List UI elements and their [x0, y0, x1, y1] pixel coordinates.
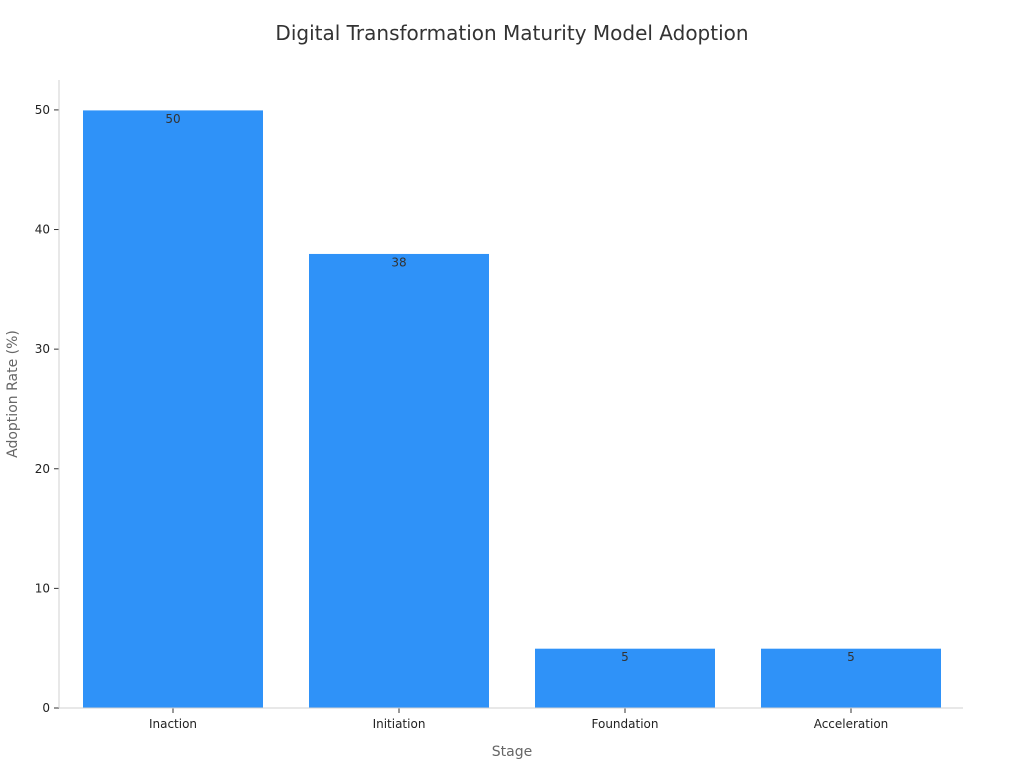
x-tick-label: Acceleration — [814, 717, 889, 731]
y-tick-label: 40 — [35, 223, 50, 237]
bar-value-label: 5 — [847, 650, 855, 664]
y-tick-label: 50 — [35, 103, 50, 117]
bar — [308, 252, 490, 709]
y-axis-label: Adoption Rate (%) — [5, 330, 21, 458]
y-tick-label: 0 — [42, 701, 50, 715]
bar-value-label: 5 — [621, 650, 629, 664]
bar — [534, 647, 716, 709]
bar — [82, 109, 264, 709]
bar-value-label: 38 — [391, 255, 406, 269]
chart-title: Digital Transformation Maturity Model Ad… — [275, 21, 748, 45]
plot-area: 0 10 20 30 40 50 50 Inaction 38 Initiation 5 Founda… — [35, 103, 942, 731]
x-axis-label: Stage — [492, 744, 532, 760]
bar-value-label: 50 — [165, 112, 180, 126]
x-tick-label: Inaction — [149, 717, 197, 731]
x-tick-label: Foundation — [592, 717, 659, 731]
x-tick-label: Initiation — [373, 717, 426, 731]
y-tick-label: 10 — [35, 581, 50, 595]
y-tick-label: 30 — [35, 342, 50, 356]
y-tick-label: 20 — [35, 462, 50, 476]
